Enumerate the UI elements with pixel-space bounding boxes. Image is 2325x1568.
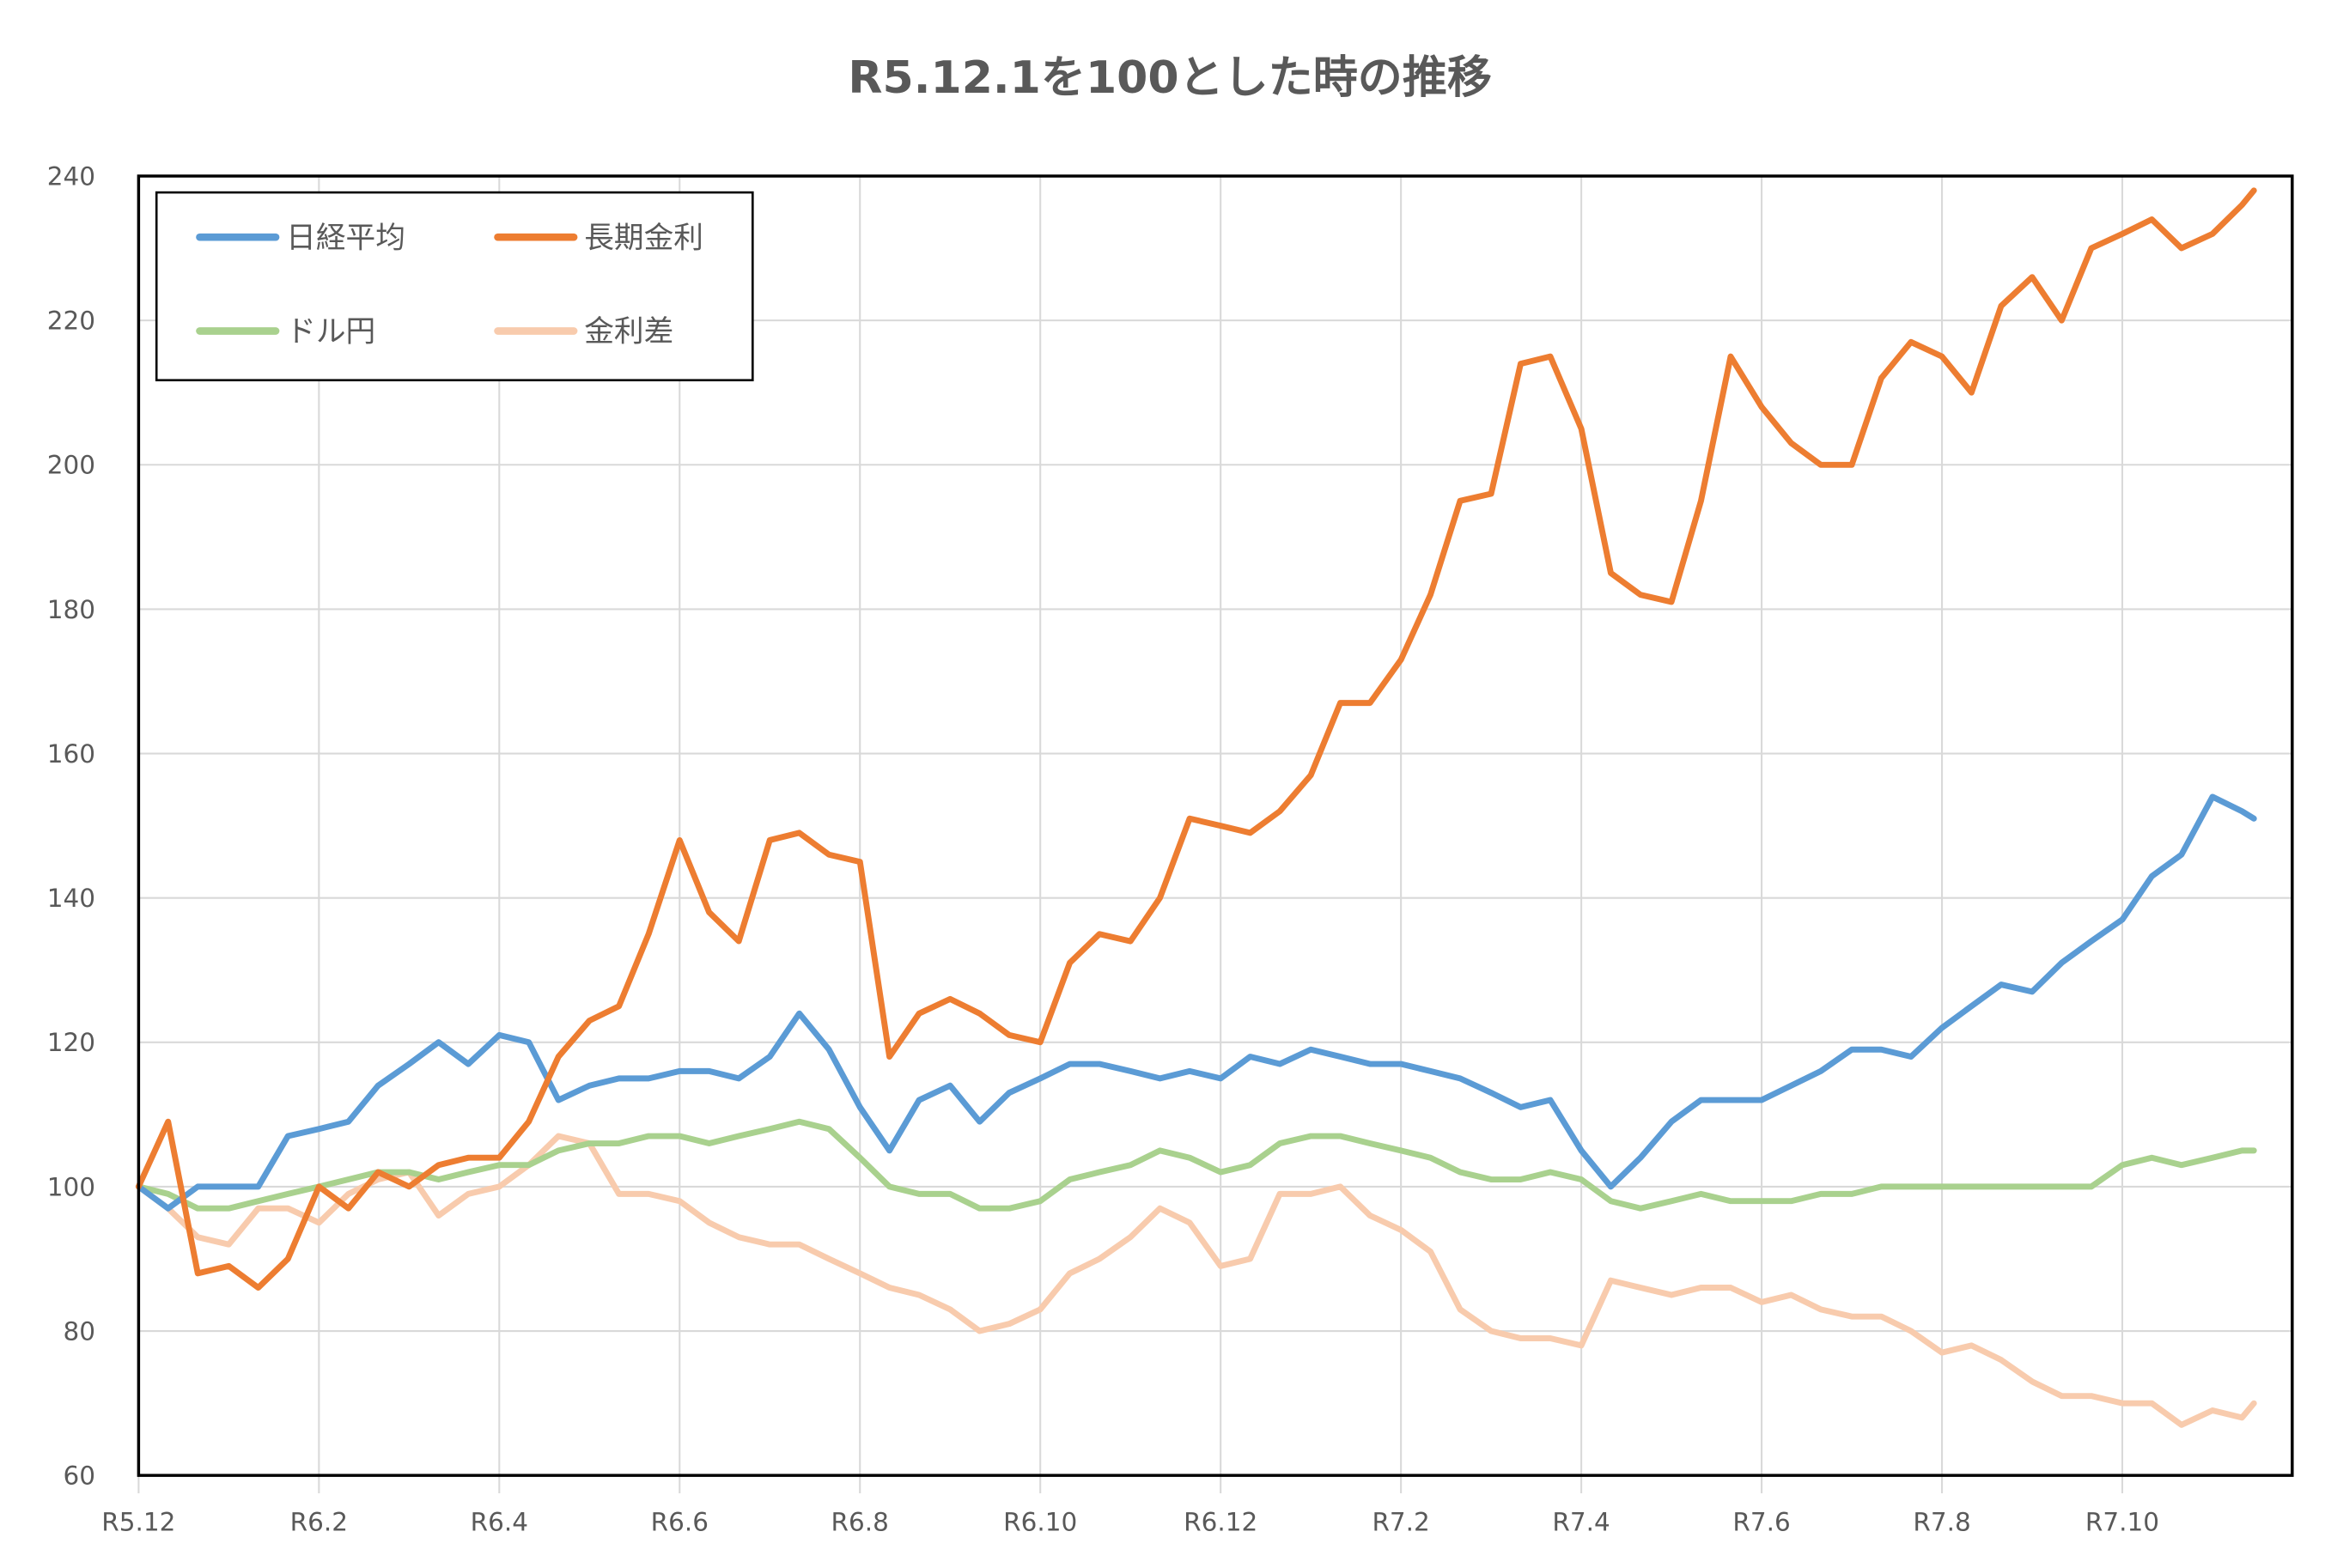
series-line-0 (135, 793, 2257, 1212)
y-tick-label: 80 (64, 1316, 96, 1346)
legend-label-usdjpy: ドル円 (286, 315, 375, 349)
series-line-3 (135, 1133, 2257, 1428)
legend: 日経平均 長期金利 ドル円 金利差 (155, 191, 754, 382)
series-line-1 (135, 187, 2257, 1291)
x-tick-label: R7.8 (1913, 1507, 1970, 1536)
x-tick-label: R6.12 (1184, 1507, 1257, 1536)
x-tick-label: R7.2 (1372, 1507, 1429, 1536)
x-tick-label: R6.2 (290, 1507, 348, 1536)
chart-title: R5.12.1を100とした時の推移 (848, 52, 1492, 104)
series-line-2 (135, 1118, 2257, 1212)
x-tick-label: R6.4 (471, 1507, 528, 1536)
x-tick-label: R7.10 (2085, 1507, 2159, 1536)
x-tick-label: R7.6 (1732, 1507, 1790, 1536)
legend-label-nikkei: 日経平均 (286, 221, 405, 255)
y-axis-ticks: 60 80 100 120 140 160 180 200 220 240 (47, 161, 95, 1490)
x-tick-label: R7.4 (1552, 1507, 1610, 1536)
plot-frame (137, 174, 2294, 1477)
y-tick-label: 60 (64, 1462, 96, 1491)
y-tick-label: 100 (47, 1172, 95, 1201)
x-tick-label: R5.12 (101, 1507, 175, 1536)
legend-label-rate-spread: 金利差 (584, 315, 673, 349)
legend-box (155, 191, 754, 382)
y-tick-label: 120 (47, 1028, 95, 1057)
x-tick-label: R6.6 (651, 1507, 709, 1536)
y-tick-label: 160 (47, 739, 95, 769)
y-tick-label: 200 (47, 451, 95, 480)
y-tick-label: 140 (47, 884, 95, 913)
y-tick-label: 180 (47, 595, 95, 624)
y-tick-label: 240 (47, 161, 95, 191)
y-tick-label: 220 (47, 307, 95, 336)
x-tick-label: R6.8 (831, 1507, 889, 1536)
legend-label-long-rate: 長期金利 (584, 221, 703, 255)
x-tick-label: R6.10 (1003, 1507, 1077, 1536)
series-lines (135, 187, 2257, 1428)
x-axis-ticks: R5.12 R6.2 R6.4 R6.6 R6.8 R6.10 R6.12 R7.2 R7.4 R… (101, 1507, 2159, 1536)
